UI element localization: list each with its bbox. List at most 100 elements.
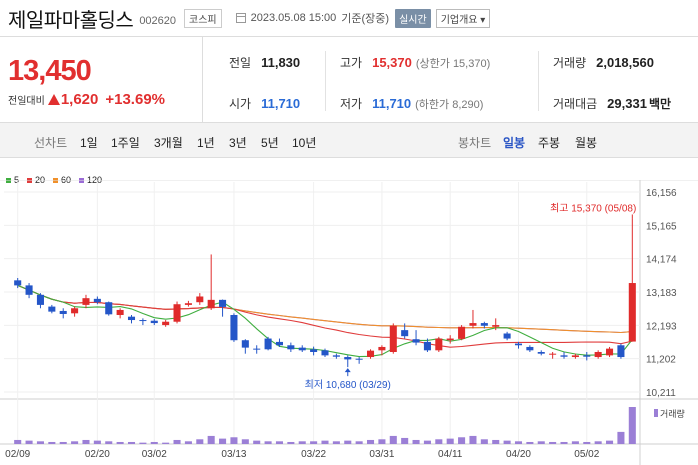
volume-bar: [606, 440, 614, 444]
candle-body: [628, 283, 636, 342]
candle-body: [310, 349, 318, 352]
volume-bar: [332, 441, 340, 444]
current-price: 13,450: [8, 55, 92, 87]
candle-body: [71, 308, 79, 314]
stat-high-value: 15,370: [372, 55, 412, 70]
x-tick-label: 03/02: [142, 449, 167, 460]
volume-bar: [571, 441, 579, 444]
x-tick-label: 04/20: [506, 449, 531, 460]
candle-body: [14, 280, 22, 286]
y-tick-label: 10,211: [646, 388, 676, 399]
volume-bar: [628, 407, 636, 444]
stat-prev-value: 11,830: [261, 55, 301, 70]
candle-monthly[interactable]: 월봉: [575, 136, 598, 150]
volume-bar: [82, 439, 90, 444]
volume-bar: [287, 441, 295, 444]
candle-body: [355, 358, 363, 360]
volume-bar: [401, 437, 409, 444]
candle-body: [617, 345, 625, 358]
stat-prev-label: 전일: [229, 56, 252, 70]
volume-bar: [366, 439, 375, 444]
volume-bar: [105, 441, 113, 444]
candle-body: [503, 333, 511, 339]
stock-header: 제일파마홀딩스 002620 코스피 2023.05.08 15:00 기준(장…: [0, 0, 698, 36]
candle-body: [412, 339, 420, 343]
stat-high-sub: (상한가 15,370): [415, 58, 491, 70]
candle-body: [287, 345, 295, 350]
line-chart-label[interactable]: 선차트: [34, 136, 68, 150]
candle-body: [435, 338, 443, 351]
stat-open-value: 11,710: [261, 96, 301, 111]
stat-amount-unit: 백만: [648, 97, 672, 111]
candle-body: [583, 355, 591, 357]
period-1d[interactable]: 1일: [80, 136, 98, 150]
volume-bar: [469, 435, 477, 444]
y-tick-label: 11,202: [646, 355, 676, 366]
company-overview-dropdown[interactable]: 기업개요 ▾: [435, 8, 491, 28]
divider: [538, 51, 539, 111]
volume-bar: [423, 440, 431, 444]
candlestick-chart[interactable]: 16,156 15,165 14,174 13,183 12,193 11,202 10,2…: [0, 180, 698, 465]
period-10y[interactable]: 10년: [292, 136, 317, 150]
change-percent: +13.69%: [105, 91, 165, 108]
period-1y[interactable]: 1년: [197, 136, 215, 150]
candle-body: [241, 340, 249, 348]
candle-daily[interactable]: 일봉: [503, 136, 526, 150]
candle-body: [526, 346, 534, 351]
x-tick-label: 03/22: [301, 449, 326, 460]
x-tick-label: 02/09: [5, 449, 30, 460]
volume-bar: [93, 440, 101, 444]
candle-body: [458, 326, 466, 339]
candle-body: [173, 304, 181, 322]
volume-bar: [560, 441, 568, 444]
volume-bar: [241, 439, 249, 444]
candle-body: [321, 350, 329, 356]
realtime-button[interactable]: 실시간: [395, 8, 431, 28]
volume-bar: [36, 441, 44, 444]
volume-bar: [617, 431, 625, 444]
stat-low: 저가 11,710 (하한가 8,290): [340, 95, 483, 112]
up-arrow-icon: [47, 94, 60, 105]
candle-chart-label[interactable]: 봉차트: [458, 136, 492, 150]
volume-bar: [378, 439, 386, 444]
stat-amount: 거래대금 29,331 백만: [553, 95, 671, 112]
stat-amount-label: 거래대금: [553, 97, 598, 111]
stock-code: 002620: [139, 14, 177, 27]
price-panel: 13,450 전일대비 1,620 +13.69% 전일 11,830 고가 1…: [0, 36, 698, 123]
candle-body: [492, 325, 500, 327]
candle-weekly[interactable]: 주봉: [538, 136, 561, 150]
volume-bar: [298, 441, 306, 444]
quote-datetime: 2023.05.08 15:00: [250, 12, 337, 24]
candle-body: [389, 325, 397, 352]
stat-open: 시가 11,710: [229, 95, 300, 112]
volume-bar: [594, 441, 602, 444]
volume-label: 거래량: [660, 408, 685, 419]
y-tick-label: 16,156: [646, 188, 677, 199]
stat-high-label: 고가: [340, 56, 363, 70]
change-row: 전일대비 1,620 +13.69%: [8, 91, 165, 108]
candle-body: [184, 303, 192, 305]
period-3y[interactable]: 3년: [229, 136, 247, 150]
volume-bar: [196, 439, 204, 444]
volume-bar: [275, 441, 284, 444]
volume-bar: [219, 438, 227, 444]
volume-bar: [173, 439, 181, 444]
candle-body: [105, 302, 113, 315]
period-1w[interactable]: 1주일: [111, 136, 140, 150]
ma20-line: [17, 284, 633, 348]
candle-body: [253, 348, 261, 350]
y-tick-label: 13,183: [646, 288, 677, 299]
volume-bar: [514, 441, 523, 444]
volume-bar: [412, 439, 420, 444]
candle-body: [139, 320, 147, 322]
volume-bar: [537, 441, 545, 444]
period-5y[interactable]: 5년: [261, 136, 279, 150]
period-3m[interactable]: 3개월: [154, 136, 183, 150]
volume-bar: [139, 442, 147, 444]
volume-bar: [184, 441, 192, 444]
volume-bar: [526, 441, 534, 444]
change-value: 1,620: [60, 91, 99, 108]
volume-bar: [230, 437, 238, 444]
stat-high: 고가 15,370 (상한가 15,370): [340, 54, 490, 71]
volume-bar: [446, 438, 454, 444]
